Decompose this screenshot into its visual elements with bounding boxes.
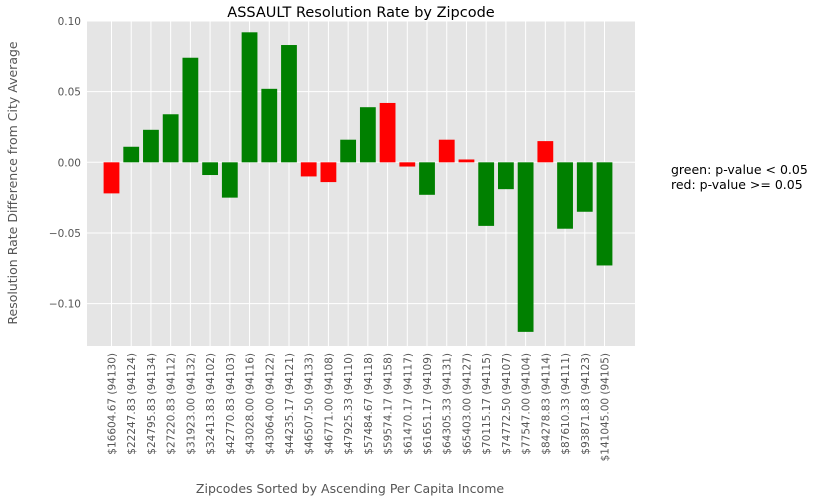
x-tick-label: $24795.83 (94134) (146, 353, 158, 455)
bar (537, 141, 554, 163)
bar (320, 162, 337, 183)
bar (419, 162, 435, 195)
bar (241, 32, 258, 163)
bar (261, 88, 278, 163)
x-tick-label: $46507.50 (94133) (304, 353, 316, 455)
y-tick-label: 0.10 (58, 16, 81, 28)
x-tick-label: $16604.67 (94130) (107, 353, 119, 455)
x-tick-label: $84278.83 (94114) (540, 353, 552, 455)
y-axis-label: Resolution Rate Difference from City Ave… (5, 41, 20, 325)
x-tick-label: $31923.00 (94132) (185, 353, 197, 455)
bar (517, 162, 534, 332)
x-tick-label: $61651.17 (94109) (422, 353, 434, 455)
bar (379, 102, 396, 163)
bar (576, 162, 593, 212)
y-tick-labels: −0.10 −0.05 0.00 0.05 0.10 (49, 16, 81, 311)
bar (557, 162, 573, 229)
x-tick-label: $47925.33 (94110) (343, 353, 355, 455)
bar (458, 159, 475, 163)
y-tick-label: 0.00 (58, 157, 81, 169)
bar (498, 162, 514, 190)
bars (103, 32, 613, 332)
legend-note-green: green: p-value < 0.05 (671, 162, 808, 177)
bar (340, 139, 357, 163)
chart-title: ASSAULT Resolution Rate by Zipcode (227, 5, 495, 21)
bar (281, 45, 297, 163)
legend-note-red: red: p-value >= 0.05 (671, 177, 803, 192)
bar (182, 57, 199, 163)
x-tick-label: $32413.83 (94102) (205, 353, 217, 455)
x-tick-label: $77547.00 (94104) (521, 353, 533, 455)
x-tick-label: $64305.33 (94131) (442, 353, 454, 455)
x-tick-label: $59574.17 (94158) (383, 353, 395, 455)
y-tick-label: −0.10 (49, 299, 81, 311)
x-tick-label: $46771.00 (94108) (323, 353, 335, 455)
x-tick-label: $57484.67 (94118) (363, 353, 375, 455)
x-tick-label: $65403.00 (94127) (461, 353, 473, 455)
y-tick-label: −0.05 (49, 228, 81, 240)
x-tick-label: $61470.17 (94117) (402, 353, 414, 455)
bar (438, 139, 455, 163)
x-tick-label: $141045.00 (94105) (600, 353, 612, 461)
x-tick-label: $43028.00 (94116) (245, 353, 257, 455)
bar (103, 162, 120, 194)
bar (221, 162, 238, 198)
x-tick-label: $43064.00 (94122) (264, 353, 276, 455)
x-tick-labels: $16604.67 (94130) $22247.83 (94124) $24795… (107, 353, 612, 461)
x-tick-label: $44235.17 (94121) (284, 353, 296, 455)
bar (143, 129, 159, 163)
x-tick-label: $22247.83 (94124) (126, 353, 138, 455)
bar (123, 146, 140, 163)
bar (359, 107, 376, 163)
x-tick-label: $93871.83 (94123) (580, 353, 592, 455)
plot-background (87, 21, 635, 346)
bar (162, 114, 179, 163)
bar (478, 162, 495, 226)
bar (596, 162, 613, 266)
y-tick-label: 0.05 (58, 87, 81, 99)
x-axis-label: Zipcodes Sorted by Ascending Per Capita … (196, 481, 504, 496)
bar (202, 162, 218, 176)
x-tick-label: $87610.33 (94111) (560, 353, 572, 455)
bar (399, 162, 416, 167)
bar (300, 162, 317, 177)
x-tick-label: $42770.83 (94103) (225, 353, 237, 455)
x-tick-label: $27220.83 (94112) (166, 353, 178, 455)
x-tick-label: $70115.17 (94115) (481, 353, 493, 455)
x-tick-label: $74772.50 (94107) (501, 353, 513, 455)
